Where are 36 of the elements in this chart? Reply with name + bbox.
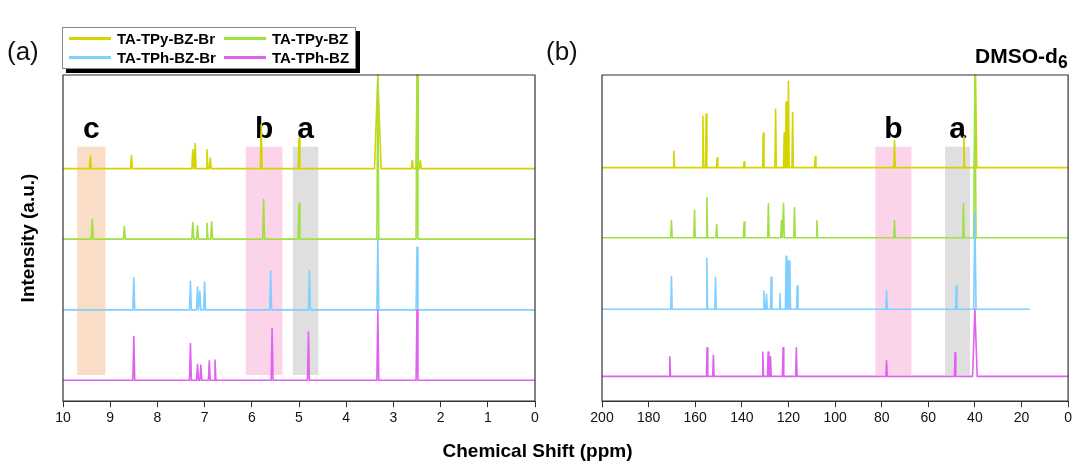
- band-label: b: [884, 111, 903, 145]
- x-tick-label: 8: [153, 409, 162, 426]
- band-label: a: [297, 111, 315, 145]
- legend-label: TA-TPy-BZ-Br: [117, 30, 216, 47]
- x-tick-label: 140: [730, 409, 754, 426]
- x-tick-label: 2: [436, 409, 445, 426]
- x-tick-label: 5: [295, 409, 304, 426]
- x-tick-label: 120: [776, 409, 801, 426]
- x-tick-label: 180: [636, 409, 661, 426]
- x-tick-label: 4: [342, 409, 351, 426]
- x-tick-label: 6: [247, 409, 256, 426]
- band-label: a: [949, 111, 967, 145]
- legend-label: TA-TPh-BZ-Br: [117, 49, 216, 66]
- text: DMSO-d$_{6}$: [975, 44, 1068, 74]
- x-tick-label: 3: [389, 409, 398, 426]
- x-tick-label: 0: [1064, 409, 1073, 426]
- x-tick-label: 60: [920, 409, 937, 426]
- band-label: b: [254, 111, 274, 145]
- legend-label: TA-TPh-BZ: [271, 49, 350, 66]
- x-tick-label: 7: [200, 409, 209, 426]
- x-tick-label: 160: [683, 409, 708, 426]
- x-tick-label: 10: [55, 409, 71, 426]
- y-axis-title: Intensity (a.u.): [16, 173, 39, 303]
- chart-title: (b): [546, 36, 578, 67]
- x-tick-label: 20: [1013, 409, 1030, 426]
- x-tick-label: 40: [967, 409, 983, 426]
- chart-title: (a): [7, 36, 39, 67]
- x-tick-label: 100: [823, 409, 847, 426]
- x-axis-title: Chemical Shift (ppm): [441, 440, 634, 462]
- x-tick-label: 200: [590, 409, 614, 426]
- x-tick-label: 1: [483, 409, 492, 426]
- x-tick-label: 80: [873, 409, 890, 426]
- x-tick-label: 0: [531, 409, 540, 426]
- band-label: c: [82, 111, 100, 145]
- x-tick-label: 9: [106, 409, 115, 426]
- legend-label: TA-TPy-BZ: [271, 30, 349, 47]
